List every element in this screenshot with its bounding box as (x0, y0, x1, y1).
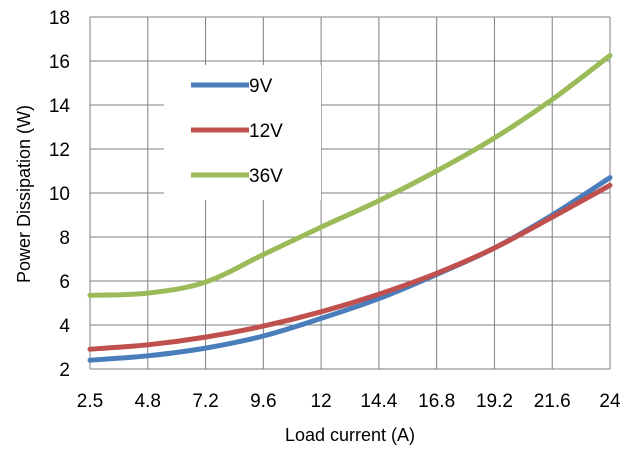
x-tick-label: 9.6 (250, 391, 276, 412)
x-tick-label: 7.2 (192, 391, 218, 412)
series-line-9v (87, 175, 613, 363)
y-tick-label: 6 (59, 272, 70, 293)
y-tick-label: 14 (49, 96, 71, 117)
series-lines (87, 53, 613, 363)
x-tick-label: 4.8 (135, 391, 161, 412)
legend: 9V 12V 36V (164, 65, 321, 200)
x-axis-ticks: 2.5 4.8 7.2 9.6 12 14.4 16.8 19.2 21.6 24 (77, 391, 621, 412)
series-line-12v (87, 182, 613, 352)
legend-label-12v: 12V (249, 121, 283, 142)
y-tick-label: 2 (59, 360, 70, 381)
y-tick-label: 4 (59, 316, 70, 337)
x-tick-label: 19.2 (476, 391, 513, 412)
y-tick-label: 16 (49, 52, 70, 73)
x-tick-label: 16.8 (418, 391, 455, 412)
x-axis-title: Load current (A) (285, 425, 415, 445)
x-tick-label: 24 (599, 391, 621, 412)
y-axis-ticks: 2 4 6 8 10 12 14 16 18 (49, 8, 71, 381)
y-tick-label: 12 (49, 140, 70, 161)
y-tick-label: 18 (49, 8, 70, 29)
legend-label-9v: 9V (249, 76, 273, 97)
y-tick-label: 8 (59, 228, 70, 249)
y-tick-label: 10 (49, 184, 70, 205)
x-tick-label: 14.4 (360, 391, 397, 412)
x-tick-label: 12 (311, 391, 332, 412)
x-tick-label: 2.5 (77, 391, 103, 412)
y-axis-title: Power Dissipation (W) (14, 105, 34, 283)
x-tick-label: 21.6 (534, 391, 571, 412)
series-line-36v (87, 53, 613, 298)
legend-label-36v: 36V (249, 166, 283, 187)
